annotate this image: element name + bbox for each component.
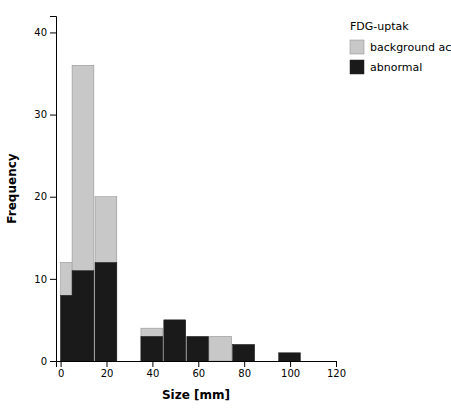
- bar: [302, 361, 324, 362]
- tick-label: 40: [147, 368, 160, 379]
- bar: [233, 345, 255, 361]
- bar: [210, 336, 232, 361]
- tick-label: 0: [58, 368, 64, 379]
- bar: [141, 336, 163, 361]
- tick-label: 20: [101, 368, 114, 379]
- x-axis: 0 20 40 60 80 100 120: [57, 361, 347, 379]
- y-axis: 0 10 20 30 40: [34, 17, 56, 367]
- tick-label: 80: [238, 368, 251, 379]
- bar: [141, 328, 163, 361]
- tick-label: 10: [34, 274, 47, 285]
- legend-item: abnormal: [350, 60, 422, 74]
- tick: 0: [58, 361, 64, 379]
- tick-mark: [50, 197, 56, 198]
- bar: [256, 361, 278, 362]
- tick-label: 0: [41, 356, 47, 367]
- tick: 80: [238, 361, 251, 379]
- tick-mark: [152, 361, 153, 367]
- legend: FDG-uptak background ac abnormal: [350, 20, 451, 74]
- tick-mark: [290, 361, 291, 367]
- tick-label: 30: [34, 109, 47, 120]
- bar: [72, 65, 94, 361]
- bar: [95, 197, 117, 361]
- bar-series: [61, 262, 301, 361]
- tick-mark: [336, 361, 337, 367]
- bar: [95, 262, 117, 361]
- tick: 20: [101, 361, 114, 379]
- legend-swatch: [350, 40, 364, 54]
- tick-mark: [198, 361, 199, 367]
- plot: 020406080100120010203040Size [mm]Frequen…: [5, 17, 346, 403]
- bar: [72, 271, 94, 361]
- bars: [61, 65, 301, 361]
- tick-mark: [244, 361, 245, 367]
- tick: 40: [147, 361, 160, 379]
- tick: 60: [192, 361, 205, 379]
- bar: [256, 361, 278, 362]
- tick-mark: [50, 361, 56, 362]
- legend-item: background ac: [350, 40, 451, 54]
- bar: [164, 320, 186, 361]
- tick-label: 20: [34, 191, 47, 202]
- bar: [187, 336, 209, 361]
- tick-label: 40: [34, 27, 47, 38]
- legend-title: FDG-uptak: [350, 20, 409, 33]
- tick-label: 100: [281, 368, 300, 379]
- bar: [279, 353, 301, 361]
- tick: 100: [281, 361, 300, 379]
- bar-series: [61, 65, 255, 361]
- tick-mark: [50, 279, 56, 280]
- tick: 40: [34, 27, 56, 38]
- axis-line: [57, 362, 337, 368]
- bar: [233, 345, 255, 361]
- x-axis-title: Size [mm]: [162, 388, 230, 402]
- bar: [118, 361, 140, 362]
- axis-line: [50, 17, 57, 362]
- y-axis-title: Frequency: [5, 153, 19, 223]
- legend-swatch: [350, 60, 364, 74]
- tick: 0: [41, 356, 56, 367]
- tick-mark: [50, 115, 56, 116]
- tick: 120: [327, 361, 346, 379]
- bar: [210, 361, 232, 362]
- tick: 10: [34, 274, 56, 285]
- legend-label: background ac: [370, 41, 451, 54]
- tick-mark: [61, 361, 62, 367]
- chart: 020406080100120010203040Size [mm]Frequen…: [0, 0, 451, 409]
- tick-mark: [50, 32, 56, 33]
- tick-label: 120: [327, 368, 346, 379]
- legend-label: abnormal: [370, 61, 422, 74]
- tick: 30: [34, 109, 56, 120]
- tick-mark: [106, 361, 107, 367]
- tick: 20: [34, 191, 56, 202]
- bar: [118, 361, 140, 362]
- bar: [164, 320, 186, 361]
- tick-label: 60: [192, 368, 205, 379]
- bar: [302, 361, 324, 362]
